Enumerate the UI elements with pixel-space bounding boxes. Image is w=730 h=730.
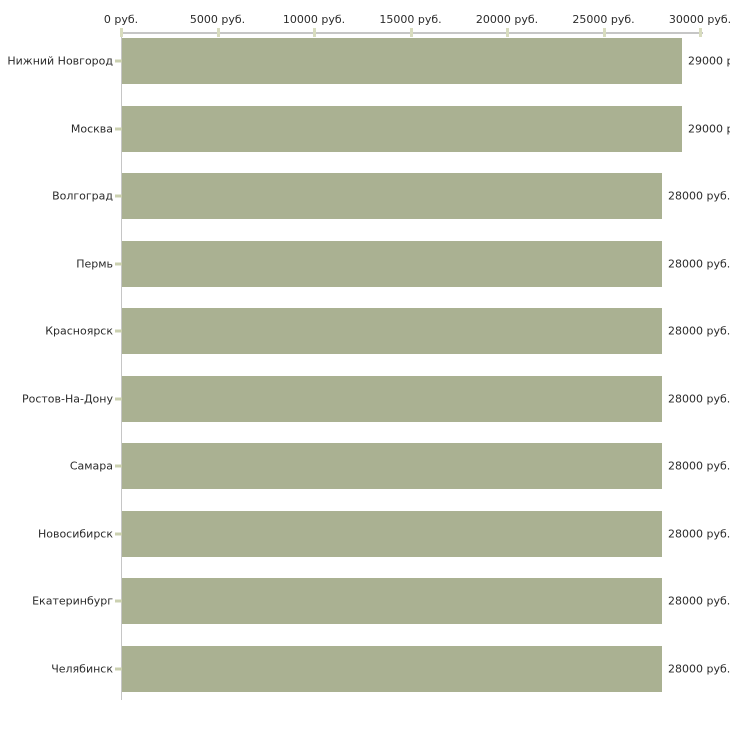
category-label: Нижний Новгород [7,54,113,68]
bar [122,38,682,84]
category-tick [115,532,122,535]
category-tick [115,262,122,265]
value-label: 28000 руб. [668,324,730,338]
category-label: Новосибирск [37,527,113,540]
category-label: Волгоград [52,189,113,203]
x-axis-tick-label: 20000 руб. [475,13,539,26]
x-axis-tick-label: 15000 руб. [379,13,442,26]
category-tick [115,397,122,400]
value-label: 28000 руб. [668,257,730,270]
x-axis-tick-label: 10000 руб. [282,13,346,26]
x-axis-tick [602,28,606,37]
value-label: 28000 руб. [668,392,730,405]
bar [122,443,662,489]
category-label: Москва [70,122,113,135]
category-tick [115,59,122,63]
x-axis-tick [313,28,316,37]
category-label: Екатеринбург [32,594,113,608]
bar [122,173,662,219]
bar [122,578,662,624]
x-axis-tick [699,28,702,37]
x-axis-tick-label: 5000 руб. [189,13,246,26]
value-label: 29000 руб. [688,122,730,135]
bar [122,308,662,354]
x-axis-tick [216,28,220,37]
value-label: 29000 руб. [688,54,730,68]
x-axis-tick-label: 25000 руб. [572,13,635,26]
value-label: 28000 руб. [668,189,730,203]
value-label: 28000 руб. [668,594,730,608]
category-tick [115,127,122,130]
category-label: Красноярск [45,324,113,338]
category-tick [115,599,122,603]
category-tick [115,667,122,670]
bar [122,646,662,692]
category-tick [115,194,122,198]
category-label: Челябинск [51,662,113,675]
x-axis-tick [120,28,123,37]
x-axis-tick-label: 30000 руб. [668,13,730,26]
category-label: Самара [69,459,113,473]
category-tick [115,464,122,468]
value-label: 28000 руб. [668,527,730,540]
bar [122,106,682,152]
x-axis-tick-label: 0 руб. [103,13,139,26]
value-label: 28000 руб. [668,459,730,473]
bar [122,376,662,422]
category-label: Пермь [76,257,113,270]
value-label: 28000 руб. [668,662,730,675]
y-axis-line [121,32,122,700]
bar [122,511,662,557]
category-label: Ростов-На-Дону [21,392,113,405]
category-tick [115,329,122,333]
x-axis-tick [506,28,509,37]
bar [122,241,662,287]
x-axis-tick [409,28,413,37]
